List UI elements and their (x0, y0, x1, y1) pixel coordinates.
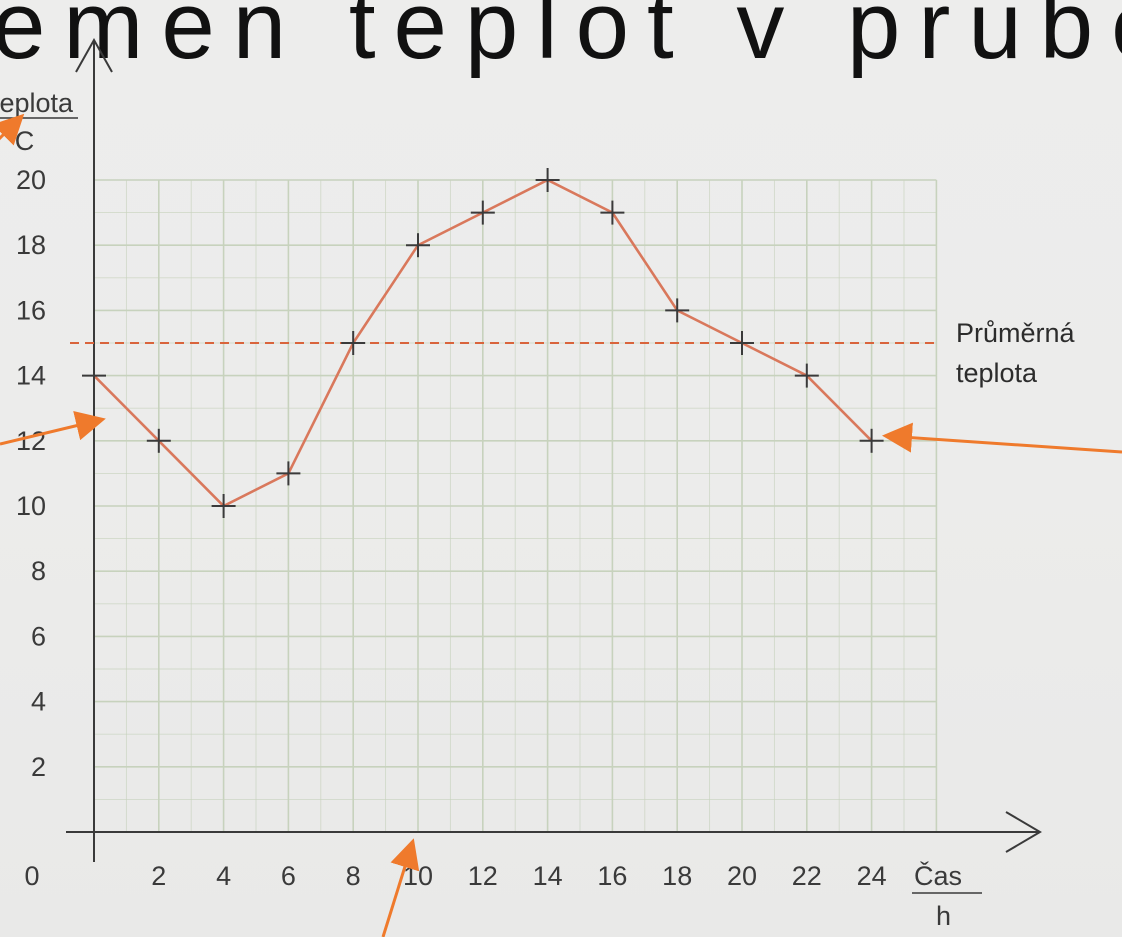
annotation-arrow-ylabel (0, 113, 25, 146)
y-tick-label: 8 (31, 556, 46, 586)
average-label-line2: teplota (956, 358, 1038, 388)
x-tick-label: 16 (597, 861, 627, 891)
data-point-marker (600, 200, 625, 225)
axes (66, 37, 1042, 862)
x-tick-label: 6 (281, 861, 296, 891)
average-label-line1: Průměrná (956, 318, 1076, 348)
data-point-marker (859, 428, 884, 453)
x-axis-arrowhead (1005, 811, 1042, 853)
series-group (82, 168, 884, 518)
data-point-marker (794, 363, 819, 388)
data-point-marker (535, 168, 560, 192)
y-tick-label: 10 (16, 491, 46, 521)
x-axis-unit: h (936, 901, 951, 931)
data-point-marker (406, 233, 430, 258)
x-tick-label: 2 (151, 861, 166, 891)
y-tick-label: 16 (16, 295, 46, 325)
y-tick-label: 18 (16, 230, 46, 260)
annotation-arrow-x-axis (381, 838, 420, 937)
x-tick-label: 10 (403, 861, 433, 891)
data-point-marker (730, 331, 754, 355)
data-point-marker (470, 200, 495, 225)
x-tick-label: 14 (533, 861, 563, 891)
annotation-arrow-end-point (882, 422, 1122, 454)
x-tick-label: 12 (468, 861, 498, 891)
y-tick-label: 20 (16, 165, 46, 195)
annotation-arrows (0, 113, 1122, 937)
y-axis-label: teplota (0, 88, 74, 118)
data-point-marker (665, 298, 690, 323)
y-tick-label: 6 (31, 621, 46, 651)
data-point-marker (82, 363, 106, 388)
x-tick-label: 20 (727, 861, 757, 891)
x-tick-label: 22 (792, 861, 822, 891)
y-tick-label: 12 (16, 426, 46, 456)
origin-label: 0 (24, 861, 39, 891)
heading-fragment: emen teplot v prubehu (0, 0, 1122, 79)
y-tick-label: 2 (31, 752, 46, 782)
y-tick-label: 4 (31, 687, 46, 717)
x-axis-label: Čas (914, 860, 962, 891)
data-point-marker (211, 494, 236, 518)
x-tick-label: 8 (346, 861, 361, 891)
data-point-marker (146, 428, 171, 453)
y-axis-arrowhead (75, 37, 113, 73)
x-tick-label: 18 (662, 861, 692, 891)
x-tick-label: 24 (857, 861, 887, 891)
data-point-marker (276, 461, 301, 486)
annotation-arrow-start-point (0, 411, 106, 446)
grid (93, 179, 938, 833)
x-tick-label: 4 (216, 861, 231, 891)
y-tick-label: 14 (16, 361, 46, 391)
data-point-marker (341, 331, 366, 355)
